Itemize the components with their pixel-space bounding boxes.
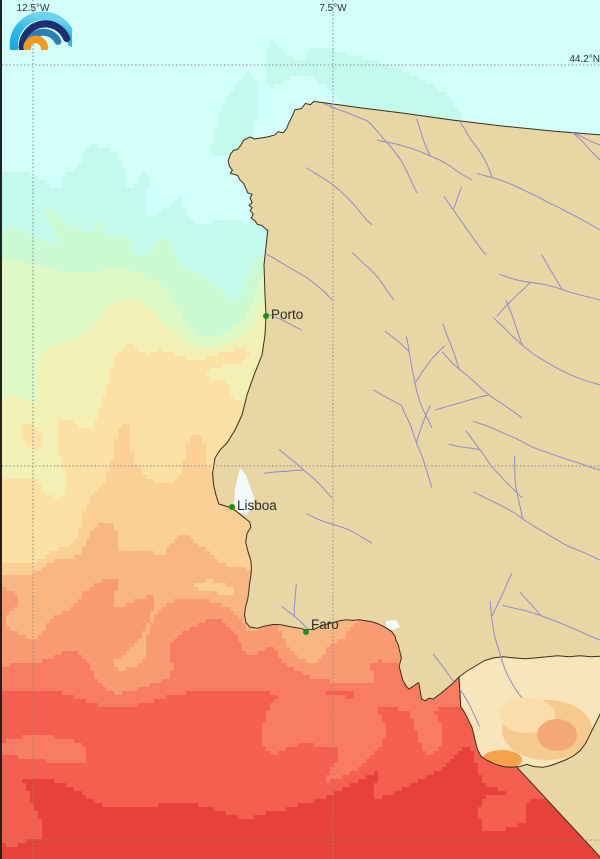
- svg-text:Lisboa: Lisboa: [237, 498, 277, 513]
- svg-text:44.2°N: 44.2°N: [569, 54, 600, 65]
- svg-text:Porto: Porto: [271, 307, 303, 322]
- svg-text:7.5°W: 7.5°W: [319, 3, 347, 14]
- svg-text:Faro: Faro: [311, 617, 339, 632]
